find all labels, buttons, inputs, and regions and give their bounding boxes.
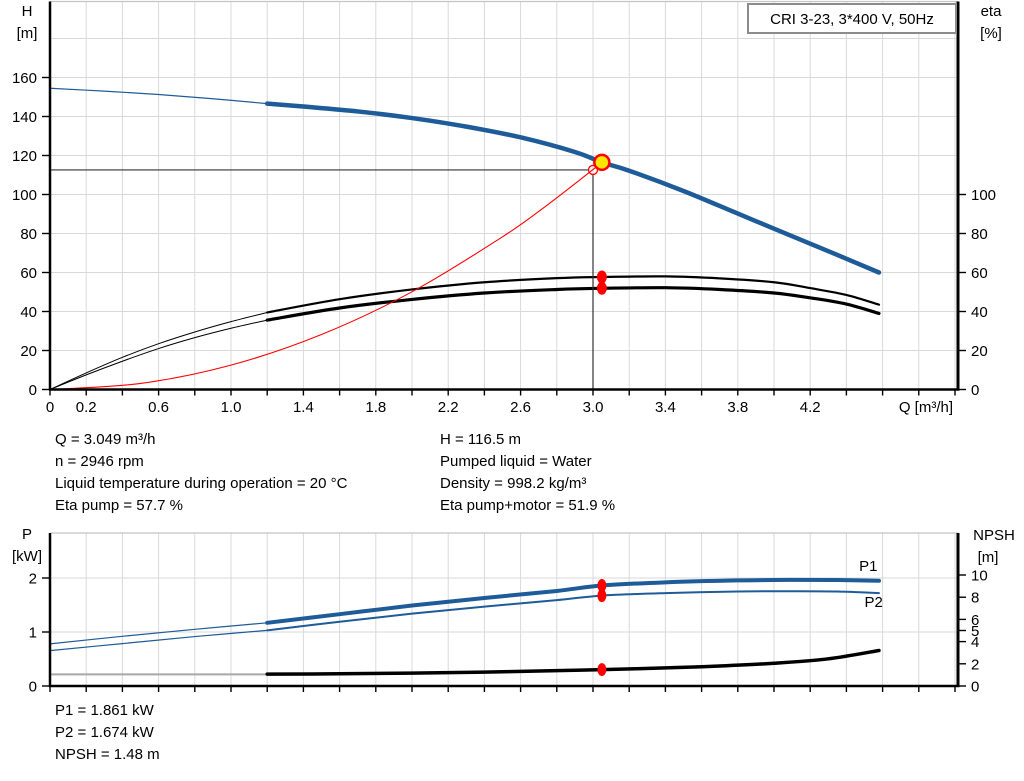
tick-label: 140: [12, 109, 37, 126]
tick-label: 5: [971, 623, 979, 640]
title-box: CRI 3-23, 3*400 V, 50Hz: [747, 3, 957, 34]
grid: [50, 0, 958, 390]
duty-point-marker: [587, 164, 599, 176]
tick-label: 100: [12, 187, 37, 204]
result-line-p1: P1 = 1.861 kW: [55, 702, 154, 719]
eta-pump-curve: [266, 275, 881, 314]
eta-pump-marker: [596, 270, 607, 284]
h-axis-unit: [m]: [17, 25, 38, 42]
tick-label: 20: [971, 343, 988, 360]
tick-label: 0: [971, 679, 979, 696]
tick-label: 0: [29, 679, 37, 696]
duty-info-right-column: H = 116.5 m Pumped liquid = Water Densit…: [440, 429, 615, 517]
tick-label: 6: [971, 612, 979, 629]
tick-label: 4: [971, 634, 979, 651]
axes: [48, 1, 960, 391]
info-line-liquid: Pumped liquid = Water: [440, 453, 592, 470]
system-curve: [49, 161, 603, 391]
ticks: [42, 574, 966, 692]
info-line-eta-pump-motor: Eta pump+motor = 51.9 %: [440, 497, 616, 514]
tick-label: 80: [20, 226, 37, 243]
tick-label: 1.8: [365, 399, 386, 416]
qh-curve: [264, 101, 882, 275]
lower-chart: 0 1 2 0 2 456 8 10 P1 P2: [29, 532, 988, 696]
curve-label-p2: P2: [865, 594, 883, 611]
tick-label: 120: [12, 148, 37, 165]
tick-label: 4.2: [800, 399, 821, 416]
ticks: [42, 76, 966, 396]
tick-label: 1.0: [221, 399, 242, 416]
tick-label: 0.2: [76, 399, 97, 416]
p1-marker: [597, 579, 607, 593]
tick-label: 40: [971, 304, 988, 321]
eta-pump-curve-extension: [49, 311, 268, 390]
info-line-temperature: Liquid temperature during operation = 20…: [55, 475, 348, 492]
tick-label: 2.2: [438, 399, 459, 416]
curve-label-p1: P1: [859, 558, 877, 575]
results-block: P1 = 1.861 kW P2 = 1.674 kW NPSH = 1.48 …: [55, 700, 160, 766]
npsh-marker: [597, 663, 607, 677]
tick-label: 1.4: [293, 399, 314, 416]
tick-label: 10: [971, 568, 988, 585]
npsh-curve: [265, 648, 881, 676]
tick-label: 160: [12, 70, 37, 87]
npsh-axis-title: NPSH: [973, 527, 1015, 544]
pump-title: CRI 3-23, 3*400 V, 50Hz: [770, 11, 934, 28]
tick-label: 80: [971, 226, 988, 243]
eta-pump-motor-curve-extension: [49, 319, 268, 390]
npsh-axis-unit: [m]: [978, 549, 999, 566]
tick-label: 0: [971, 382, 979, 399]
tick-label: 3.4: [655, 399, 676, 416]
info-line-q: Q = 3.049 m³/h: [55, 431, 156, 448]
tick-label: 3.0: [583, 399, 604, 416]
result-line-p2: P2 = 1.674 kW: [55, 724, 154, 741]
info-line-speed: n = 2946 rpm: [55, 453, 144, 470]
tick-label: 2.6: [510, 399, 531, 416]
tick-label: 3.8: [727, 399, 748, 416]
title-box-frame: [747, 3, 957, 34]
tick-label: 0: [29, 382, 37, 399]
p1-curve-extension: [49, 622, 268, 645]
info-line-density: Density = 998.2 kg/m³: [440, 475, 587, 492]
grid: [50, 532, 958, 686]
upper-chart: 0 0.2 0.6 1.0 1.4 1.8 2.2 2.6 3.0 3.4 3.8 4.2 0 20 40 6…: [12, 0, 996, 416]
tick-label: 40: [20, 304, 37, 321]
p2-marker: [597, 589, 607, 603]
duty-crosshair: [50, 169, 594, 390]
p1-curve: [265, 577, 881, 625]
result-line-npsh: NPSH = 1.48 m: [55, 746, 160, 763]
eta-axis-title: eta: [981, 3, 1003, 20]
tick-label: 60: [971, 265, 988, 282]
eta-pump-motor-curve: [265, 286, 881, 322]
p-axis-title: P: [22, 526, 32, 543]
tick-label: 8: [971, 590, 979, 607]
duty-info-left-column: Q = 3.049 m³/h n = 2946 rpm Liquid tempe…: [55, 429, 347, 517]
tick-labels: 0 1 2 0 2 456 8 10: [29, 568, 988, 696]
eta-pump-motor-marker: [596, 281, 607, 295]
qh-curve-extension: [49, 87, 268, 105]
p2-curve-extension: [49, 629, 268, 652]
h-axis-title: H: [22, 3, 33, 20]
tick-label: 60: [20, 265, 37, 282]
info-line-head: H = 116.5 m: [440, 431, 522, 448]
q-axis-title: Q [m³/h]: [899, 399, 953, 416]
tick-label: 1: [29, 625, 37, 642]
tick-label: 0.6: [148, 399, 169, 416]
eta-axis-unit: [%]: [980, 25, 1002, 42]
tick-labels: 0 0.2 0.6 1.0 1.4 1.8 2.2 2.6 3.0 3.4 3.8 4.2 0 20 40 6…: [12, 70, 996, 416]
tick-label: 2: [29, 571, 37, 588]
tick-label: 0: [46, 399, 54, 416]
axes: [48, 533, 960, 688]
operating-point-marker: [593, 153, 611, 172]
tick-label: 100: [971, 187, 996, 204]
tick-label: 2: [971, 656, 979, 673]
tick-label: 20: [20, 343, 37, 360]
p-axis-unit: [kW]: [12, 548, 42, 565]
info-line-eta-pump: Eta pump = 57.7 %: [55, 497, 183, 514]
